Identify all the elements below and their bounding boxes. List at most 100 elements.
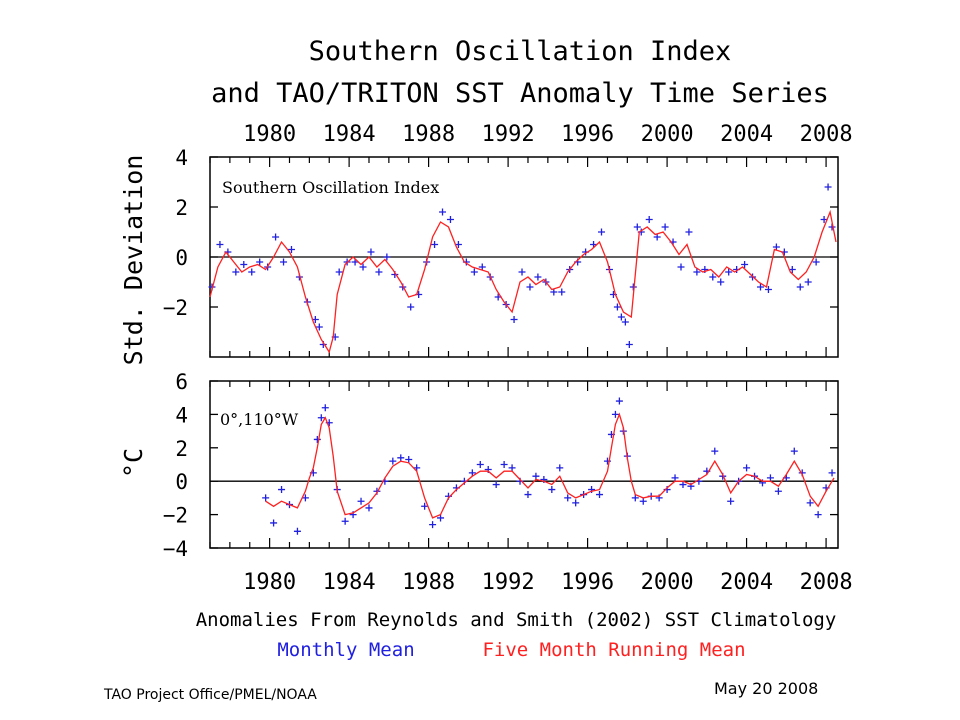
monthly-mean-point xyxy=(524,491,532,499)
monthly-mean-point xyxy=(500,461,508,468)
monthly-mean-point xyxy=(790,447,798,455)
monthly-mean-point xyxy=(280,258,288,266)
sst-monthly-series xyxy=(262,397,836,535)
monthly-mean-point xyxy=(359,263,367,271)
monthly-mean-point xyxy=(405,455,413,463)
monthly-mean-point xyxy=(766,474,774,482)
bottom-x-tick-label: 2004 xyxy=(720,570,773,595)
monthly-mean-point xyxy=(621,318,629,326)
monthly-mean-point xyxy=(240,261,248,268)
monthly-mean-point xyxy=(615,397,623,405)
monthly-mean-point xyxy=(639,497,647,505)
monthly-mean-point xyxy=(383,253,391,261)
monthly-mean-point xyxy=(774,487,782,495)
monthly-mean-point xyxy=(772,243,780,251)
monthly-mean-point xyxy=(375,268,383,276)
monthly-mean-point xyxy=(764,286,772,293)
monthly-mean-point xyxy=(470,268,478,276)
monthly-mean-point xyxy=(804,278,812,286)
sst-panel: 6 4 2 0 −2 −4 0°,110°W °C xyxy=(119,370,839,561)
bottom-x-tick-label: 1984 xyxy=(323,570,376,595)
soi-panel-label: Southern Oscillation Index xyxy=(222,178,439,197)
monthly-mean-point xyxy=(711,447,719,455)
soi-axes: 4 2 0 −2 xyxy=(163,146,838,357)
monthly-mean-point xyxy=(468,469,476,477)
monthly-mean-point xyxy=(550,288,558,296)
monthly-mean-point xyxy=(301,494,309,502)
monthly-mean-point xyxy=(272,233,280,241)
monthly-mean-point xyxy=(407,303,415,311)
sst-running-mean-line xyxy=(265,412,835,519)
monthly-mean-point xyxy=(717,278,725,286)
y-tick-label: 0 xyxy=(175,470,188,494)
top-x-tick-label: 2008 xyxy=(800,122,853,147)
monthly-mean-point xyxy=(756,283,764,291)
monthly-mean-point xyxy=(335,268,343,276)
top-x-tick-labels: 1980 1984 1988 1992 1996 2000 2004 2008 xyxy=(243,122,852,147)
monthly-mean-point xyxy=(518,268,526,276)
title-line-1: Southern Oscillation Index xyxy=(309,36,732,67)
monthly-mean-point xyxy=(262,494,270,502)
soi-y-axis-label: Std. Deviation xyxy=(119,155,148,366)
monthly-mean-point xyxy=(625,341,633,348)
monthly-mean-point xyxy=(278,486,286,494)
monthly-mean-point xyxy=(317,414,325,422)
monthly-mean-point xyxy=(828,469,836,477)
monthly-mean-point xyxy=(679,481,687,489)
monthly-mean-point xyxy=(685,228,693,236)
y-tick-label: 2 xyxy=(175,196,188,220)
y-tick-label: −4 xyxy=(163,537,188,561)
monthly-mean-point xyxy=(248,268,256,276)
monthly-mean-point xyxy=(389,457,397,465)
soi-monthly-series xyxy=(208,183,836,348)
bottom-x-tick-label: 2008 xyxy=(800,570,853,595)
y-tick-label: 6 xyxy=(175,370,188,394)
monthly-mean-point xyxy=(814,511,822,519)
monthly-mean-point xyxy=(315,323,323,331)
sst-panel-label: 0°,110°W xyxy=(220,410,299,429)
monthly-mean-point xyxy=(556,464,564,472)
monthly-mean-point xyxy=(526,283,534,291)
monthly-mean-point xyxy=(824,183,832,191)
monthly-mean-point xyxy=(725,268,733,276)
monthly-mean-point xyxy=(431,241,439,248)
monthly-mean-point xyxy=(598,228,606,236)
y-tick-label: −2 xyxy=(163,504,188,528)
top-x-tick-label: 1996 xyxy=(561,122,614,147)
monthly-mean-point xyxy=(510,316,518,323)
climatology-note: Anomalies From Reynolds and Smith (2002)… xyxy=(196,609,837,631)
monthly-mean-point xyxy=(548,486,556,494)
monthly-mean-point xyxy=(429,521,437,529)
monthly-mean-point xyxy=(596,491,604,499)
monthly-mean-point xyxy=(617,313,625,321)
monthly-mean-point xyxy=(645,216,653,223)
sst-y-axis-label: °C xyxy=(119,448,148,478)
top-x-tick-label: 2000 xyxy=(641,122,694,147)
top-x-tick-label: 2004 xyxy=(720,122,773,147)
monthly-mean-point xyxy=(478,263,486,271)
bottom-x-tick-label: 1980 xyxy=(243,570,296,595)
monthly-mean-point xyxy=(367,248,375,256)
bottom-x-tick-labels: 1980 1984 1988 1992 1996 2000 2004 2008 xyxy=(243,570,852,595)
top-x-tick-label: 1984 xyxy=(323,122,376,147)
monthly-mean-point xyxy=(439,208,447,216)
sst-plot-frame xyxy=(209,380,839,549)
monthly-mean-point xyxy=(532,472,540,480)
monthly-mean-point xyxy=(661,223,669,231)
bottom-x-tick-label: 2000 xyxy=(641,570,694,595)
monthly-mean-point xyxy=(693,268,701,276)
monthly-mean-point xyxy=(492,481,500,489)
monthly-mean-point xyxy=(476,461,484,468)
y-tick-label: 0 xyxy=(175,246,188,270)
monthly-mean-point xyxy=(321,404,329,412)
monthly-mean-point xyxy=(677,263,685,271)
monthly-mean-point xyxy=(256,258,264,266)
top-x-tick-label: 1980 xyxy=(243,122,296,147)
y-tick-label: −2 xyxy=(163,296,188,320)
bottom-x-tick-label: 1988 xyxy=(402,570,455,595)
legend-running-mean: Five Month Running Mean xyxy=(482,639,745,661)
monthly-mean-point xyxy=(564,494,572,502)
y-tick-label: 4 xyxy=(175,403,188,427)
monthly-mean-point xyxy=(437,514,445,522)
